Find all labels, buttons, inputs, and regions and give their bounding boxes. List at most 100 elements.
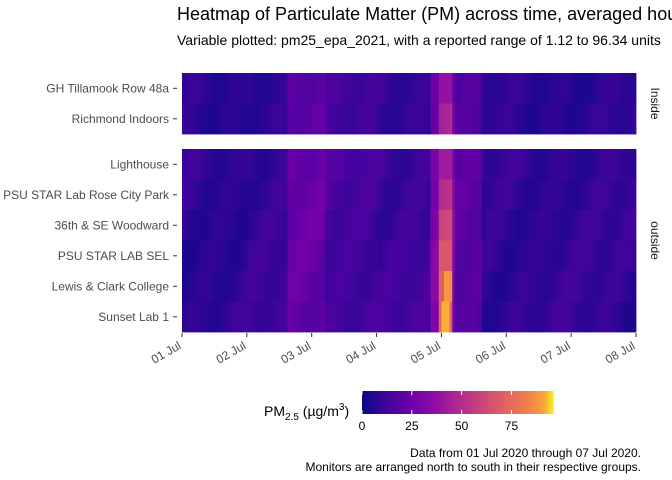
heatmap-cell — [406, 271, 410, 302]
heatmap-cell — [557, 73, 561, 104]
heatmap-cell — [390, 301, 394, 333]
heatmap-cell — [230, 179, 234, 211]
heatmap-cell — [433, 179, 437, 211]
heatmap-cell — [398, 210, 402, 241]
heatmap-cell — [425, 301, 429, 333]
heatmap-cell — [541, 73, 545, 104]
heatmap-cell — [300, 271, 304, 302]
heatmap-cell — [363, 240, 367, 272]
heatmap-cell — [511, 210, 515, 241]
heatmap-cell — [298, 149, 302, 180]
heatmap-cell — [473, 103, 477, 135]
heatmap-cell — [546, 210, 550, 241]
y-tick-label: Sunset Lab 1 — [98, 310, 169, 324]
heatmap-cell — [614, 240, 618, 272]
heatmap-cell — [473, 73, 477, 104]
heatmap-cell — [192, 103, 196, 135]
heatmap-cell — [427, 240, 432, 272]
heatmap-cell — [319, 240, 323, 272]
heatmap-cell — [446, 301, 450, 333]
heatmap-cell — [184, 301, 188, 333]
heatmap-cell — [311, 271, 315, 302]
heatmap-cell — [225, 210, 229, 241]
heatmap-cell — [198, 271, 202, 302]
heatmap-cell — [214, 240, 218, 272]
heatmap-cell — [295, 73, 299, 104]
heatmap-cell — [344, 271, 348, 302]
heatmap-cell — [557, 301, 561, 333]
heatmap-cell — [492, 210, 496, 241]
heatmap-cell — [406, 301, 410, 333]
heatmap-cell — [608, 210, 613, 241]
heatmap-cell — [468, 210, 472, 241]
heatmap-cell — [568, 240, 572, 272]
heatmap-cell — [517, 103, 521, 135]
heatmap-cell — [560, 149, 564, 180]
heatmap-cell — [630, 301, 634, 333]
heatmap-cell — [354, 149, 359, 180]
heatmap-cell — [187, 301, 191, 333]
heatmap-cell — [222, 103, 226, 135]
heatmap-cell — [549, 73, 553, 104]
heatmap-cell — [533, 103, 537, 135]
heatmap-cell — [471, 210, 475, 241]
heatmap-cell — [487, 149, 491, 180]
heatmap-cell — [333, 179, 337, 211]
heatmap-cell — [368, 149, 372, 180]
heatmap-cell — [236, 179, 240, 211]
heatmap-cell — [533, 179, 537, 211]
heatmap-cell — [552, 179, 556, 211]
heatmap-cell — [330, 73, 334, 104]
heatmap-cell — [338, 73, 342, 104]
heatmap-cell — [400, 210, 404, 241]
heatmap-cell — [292, 149, 296, 180]
heatmap-row — [182, 73, 637, 104]
heatmap-cell — [563, 210, 567, 241]
heatmap-cell — [619, 210, 623, 241]
heatmap-cell — [595, 271, 599, 302]
heatmap-cell — [300, 149, 304, 180]
heatmap-cell — [400, 73, 404, 104]
heatmap-cell — [438, 210, 442, 241]
heatmap-cell — [444, 301, 448, 333]
heatmap-cell — [311, 301, 315, 333]
heatmap-cell — [182, 240, 186, 272]
heatmap-cell — [225, 240, 229, 272]
heatmap-cell — [306, 210, 310, 241]
heatmap-cell — [236, 271, 240, 302]
heatmap-cell — [460, 271, 464, 302]
heatmap-cell — [395, 179, 399, 211]
heatmap-cell — [457, 179, 461, 211]
heatmap-cell — [200, 103, 205, 135]
heatmap-cell — [484, 179, 488, 211]
heatmap-cell — [384, 149, 388, 180]
heatmap-cell — [384, 103, 388, 135]
heatmap-cell — [584, 73, 588, 104]
heatmap-cell — [592, 271, 596, 302]
heatmap-cell — [579, 271, 583, 302]
heatmap-cell — [254, 149, 259, 180]
heatmap-cell — [557, 149, 561, 180]
heatmap-cell — [603, 240, 607, 272]
heatmap-cell — [265, 73, 269, 104]
heatmap-cell — [517, 271, 521, 302]
heatmap-cell — [492, 301, 496, 333]
heatmap-cell — [527, 240, 531, 272]
heatmap-cell — [236, 240, 240, 272]
heatmap-cell — [265, 149, 269, 180]
heatmap-cell — [600, 301, 604, 333]
heatmap-cell — [254, 271, 259, 302]
heatmap-cell — [187, 271, 191, 302]
heatmap-cell — [473, 149, 477, 180]
heatmap-cell — [349, 271, 353, 302]
heatmap-cell — [471, 301, 475, 333]
heatmap-cell — [522, 103, 526, 135]
heatmap-cell — [363, 73, 367, 104]
heatmap-cell — [227, 73, 232, 104]
heatmap-cell — [209, 179, 213, 211]
heatmap-cell — [506, 103, 510, 135]
heatmap-cell — [538, 271, 542, 302]
heatmap-cell — [187, 149, 191, 180]
heatmap-cell — [227, 103, 232, 135]
heatmap-cell — [425, 210, 429, 241]
